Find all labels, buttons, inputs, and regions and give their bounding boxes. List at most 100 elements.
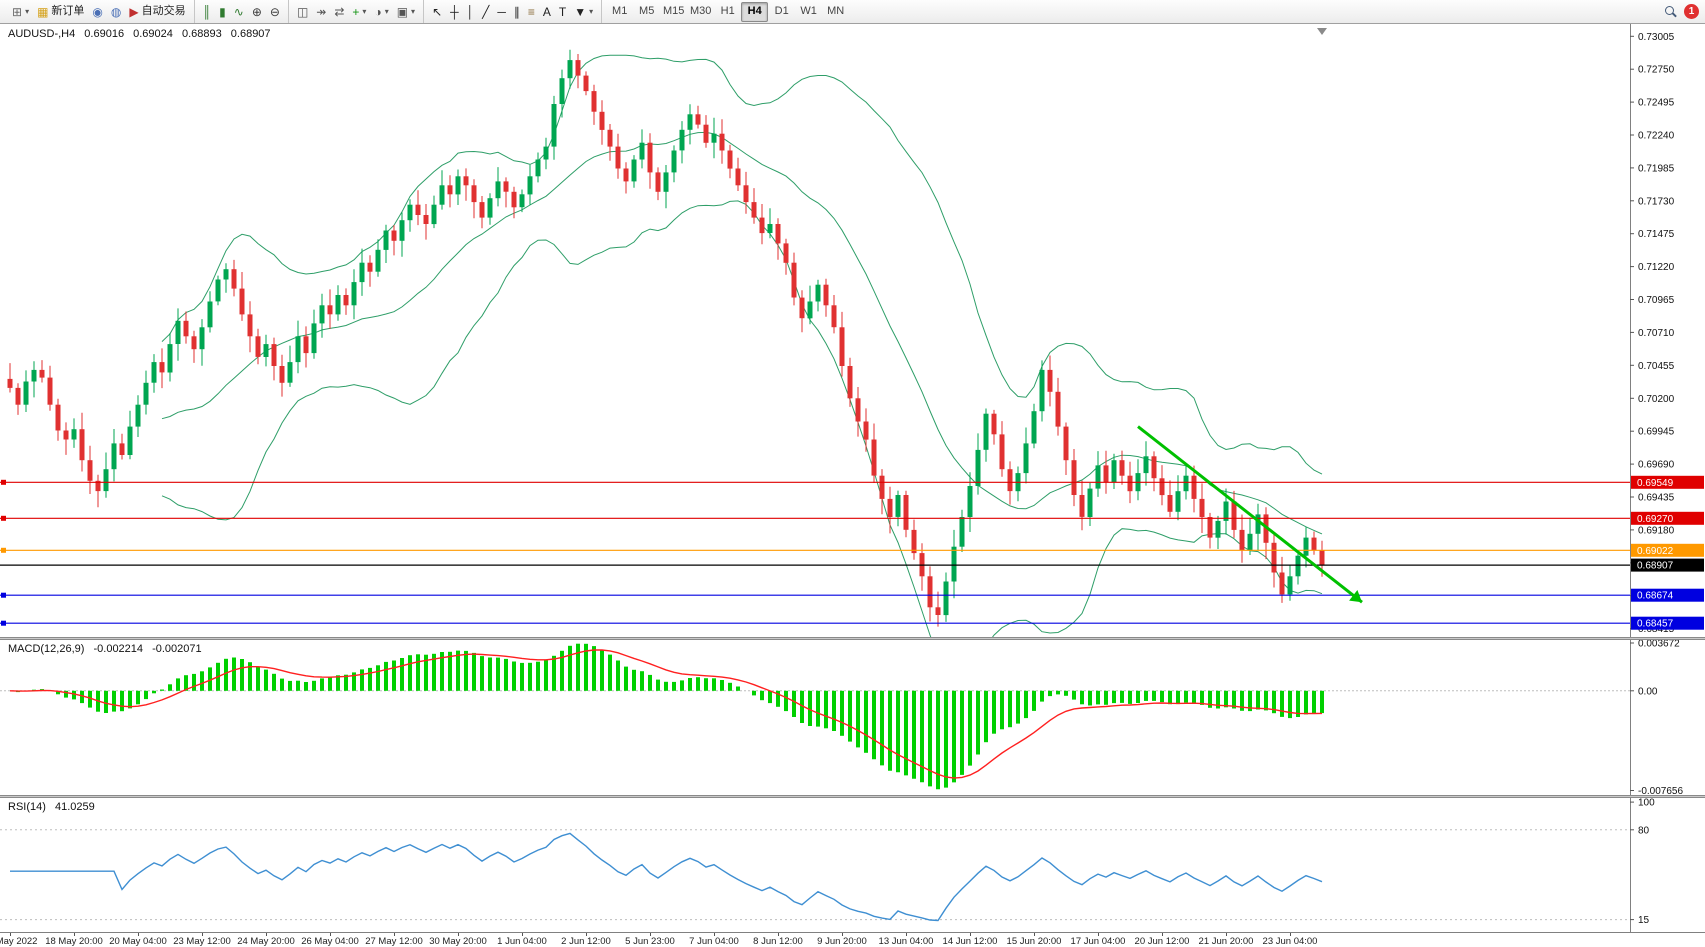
time-tick — [586, 933, 587, 936]
timeframe-m1[interactable]: M1 — [606, 2, 633, 22]
time-tick-label: 1 Jun 04:00 — [497, 936, 547, 947]
new-chart[interactable]: ⊞ ▾ — [8, 2, 33, 22]
vertical-line-tool[interactable]: │ — [463, 2, 479, 22]
time-tick — [394, 933, 395, 936]
new-order[interactable]: ▦ 新订单 — [33, 2, 88, 22]
text-label-tool[interactable]: T — [555, 2, 570, 22]
price-tick-label: 0.69180 — [1638, 525, 1675, 536]
timeframe-m30[interactable]: M30 — [687, 2, 714, 22]
templates-dropdown-caret: ▾ — [411, 7, 416, 16]
svg-text:0.68674: 0.68674 — [1637, 591, 1674, 602]
text-tool-icon: A — [542, 4, 551, 19]
time-tick-label: 9 Jun 20:00 — [817, 936, 867, 947]
horizontal-line-0.69549[interactable] — [0, 479, 1630, 485]
time-tick-label: 24 May 20:00 — [237, 936, 295, 947]
svg-text:0.69022: 0.69022 — [1637, 546, 1674, 557]
bollinger-middle — [161, 131, 1323, 535]
arrows-tool[interactable]: ▼ ▾ — [570, 2, 597, 22]
candlestick-chart-type[interactable]: ▮ — [215, 2, 230, 22]
time-tick — [842, 933, 843, 936]
navigator[interactable]: ◍ — [107, 2, 125, 22]
trendline-tool[interactable]: ╱ — [478, 2, 493, 22]
tile-windows[interactable]: ◫ — [293, 2, 312, 22]
time-tick — [330, 933, 331, 936]
svg-text:0.69549: 0.69549 — [1637, 478, 1674, 489]
templates[interactable]: ▣ ▾ — [393, 2, 419, 22]
fibonacci-tool-icon: ≡ — [527, 4, 535, 19]
timeframe-m5[interactable]: M5 — [633, 2, 660, 22]
price-flag-0.69549: 0.69549 — [1631, 475, 1704, 489]
market-watch-icon: ◉ — [92, 4, 103, 19]
time-axis[interactable]: 17 May 2022 18 May 20:00 20 May 04:00 23 Ma… — [0, 932, 1705, 947]
timeframe-h4[interactable]: H4 — [741, 1, 769, 22]
hline-handle[interactable] — [1, 592, 6, 598]
ohlc-open: 0.69016 — [84, 28, 125, 40]
arrows-tool-icon: ▼ — [574, 4, 587, 19]
crosshair[interactable]: ┼ — [446, 2, 463, 22]
cursor[interactable]: ↖ — [428, 2, 446, 22]
periods[interactable]: ◑ ▾ — [370, 2, 392, 22]
text-tool[interactable]: A — [539, 2, 555, 22]
price-tick-label: 0.70455 — [1638, 361, 1675, 372]
rsi-panel[interactable]: 100 80 15 — [0, 798, 1705, 932]
fibonacci-tool[interactable]: ≡ — [524, 2, 539, 22]
market-watch[interactable]: ◉ — [88, 2, 106, 22]
time-tick-label: 17 May 2022 — [0, 936, 38, 947]
macd-tick-label: -0.007656 — [1638, 786, 1683, 795]
time-tick — [138, 933, 139, 936]
hline-handle[interactable] — [1, 479, 6, 485]
candlestick-chart-type-icon: ▮ — [219, 4, 226, 19]
panel-separator-rsi[interactable] — [0, 795, 1705, 798]
time-tick — [266, 933, 267, 936]
bar-chart-type[interactable]: ║ — [199, 2, 216, 22]
horizontal-line-0.69270[interactable] — [0, 515, 1630, 521]
price-panel[interactable]: 0.73005 0.72750 0.72495 0.72240 0.71985 0.717… — [0, 24, 1705, 637]
time-tick-label: 27 May 12:00 — [365, 936, 423, 947]
timeframe-d1-label: D1 — [774, 5, 789, 17]
notification-badge[interactable]: 1 — [1684, 4, 1699, 19]
horizontal-line-0.68457[interactable] — [0, 620, 1630, 626]
price-scale[interactable]: 0.73005 0.72750 0.72495 0.72240 0.71985 0.717… — [1630, 24, 1704, 637]
timeframe-h4-label: H4 — [747, 5, 762, 17]
panel-separator-macd[interactable] — [0, 637, 1705, 640]
chart-shift[interactable]: ⇄ — [330, 2, 348, 22]
macd-panel[interactable]: 0.003672 0.00 -0.007656 — [0, 640, 1705, 795]
symbol-timeframe: AUDUSD-,H4 — [8, 28, 76, 40]
rsi-scale[interactable]: 100 80 15 — [1630, 798, 1655, 932]
search-icon[interactable] — [1665, 6, 1676, 17]
price-tick-label: 0.71985 — [1638, 163, 1675, 174]
indicators[interactable]: + ▾ — [348, 2, 370, 22]
chart-shift-marker[interactable] — [1317, 28, 1327, 35]
price-tick-label: 0.70710 — [1638, 328, 1675, 339]
timeframe-m15[interactable]: M15 — [660, 2, 687, 22]
timeframe-d1[interactable]: D1 — [768, 2, 795, 22]
hline-handle[interactable] — [1, 515, 6, 521]
timeframe-h1[interactable]: H1 — [714, 2, 741, 22]
time-tick-label: 7 Jun 04:00 — [689, 936, 739, 947]
horizontal-line-0.68674[interactable] — [0, 592, 1630, 598]
timeframe-w1[interactable]: W1 — [795, 2, 822, 22]
autotrading-icon: ▶ — [129, 4, 139, 19]
zoom-out-icon: ⊖ — [269, 4, 280, 19]
timeframe-mn[interactable]: MN — [822, 2, 849, 22]
zoom-out[interactable]: ⊖ — [266, 2, 284, 22]
line-chart-type[interactable]: ∿ — [230, 2, 248, 22]
hline-handle[interactable] — [1, 547, 6, 553]
equidistant-channel-tool[interactable]: ∥ — [510, 2, 524, 22]
time-tick-label: 18 May 20:00 — [45, 936, 103, 947]
zoom-in[interactable]: ⊕ — [248, 2, 266, 22]
price-tick-label: 0.71220 — [1638, 262, 1675, 273]
horizontal-line-tool[interactable]: ─ — [493, 2, 510, 22]
hline-handle[interactable] — [1, 620, 6, 626]
trend-arrow[interactable] — [1137, 425, 1363, 604]
horizontal-line-tool-icon: ─ — [497, 4, 506, 19]
time-tick — [458, 933, 459, 936]
time-tick — [1034, 933, 1035, 936]
macd-scale[interactable]: 0.003672 0.00 -0.007656 — [1630, 640, 1683, 795]
autotrading[interactable]: ▶ 自动交易 — [125, 2, 189, 22]
ohlc-high: 0.69024 — [133, 28, 173, 40]
auto-scroll[interactable]: ↠ — [312, 2, 330, 22]
horizontal-line-0.69022[interactable] — [0, 547, 1630, 553]
price-tick-label: 0.72240 — [1638, 131, 1675, 142]
time-tick — [970, 933, 971, 936]
